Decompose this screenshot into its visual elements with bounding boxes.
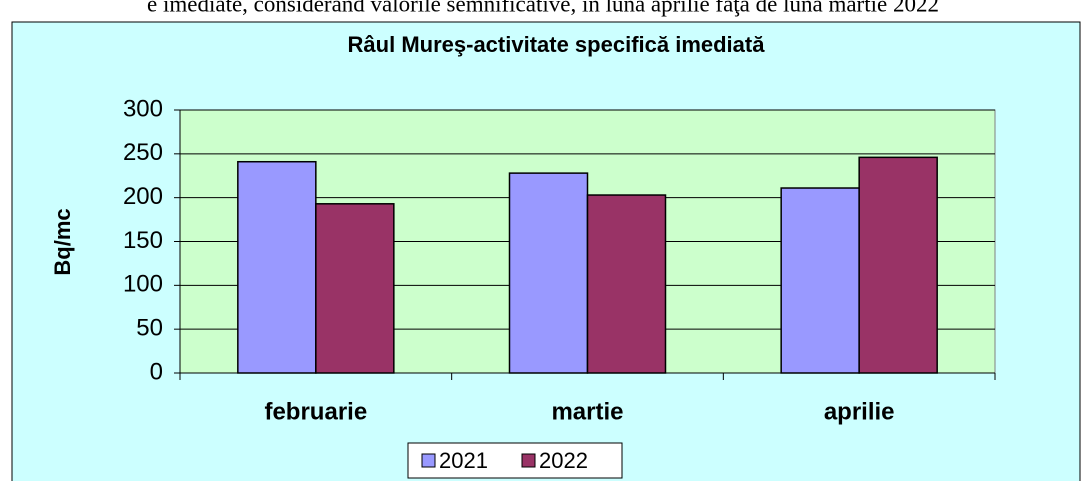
bar (780, 187, 860, 374)
y-axis-label: Bq/mc (50, 208, 75, 275)
bar (586, 194, 667, 374)
y-tick-label: 150 (123, 227, 163, 254)
y-tick-label: 0 (150, 358, 163, 385)
legend-box (407, 442, 623, 479)
y-tick-label: 100 (123, 271, 163, 298)
bar (858, 156, 938, 374)
legend-label: 2022 (539, 448, 588, 473)
y-tick-label: 200 (123, 183, 163, 210)
legend-label: 2021 (439, 448, 488, 473)
bar (315, 203, 395, 374)
y-tick-label: 50 (136, 315, 163, 342)
page-text: e imediate, considerând valorile semnifi… (147, 0, 939, 16)
chart-title: Râul Mureş-activitate specifică imediată (348, 32, 766, 57)
bar (508, 172, 589, 374)
legend-swatch (521, 453, 536, 468)
legend-swatch (421, 453, 436, 468)
y-tick-label: 250 (123, 139, 163, 166)
x-tick-label: februarie (264, 398, 367, 425)
bar (237, 160, 317, 374)
y-tick-label: 300 (123, 95, 163, 122)
x-tick-label: martie (551, 398, 623, 425)
x-tick-label: aprilie (824, 398, 895, 425)
